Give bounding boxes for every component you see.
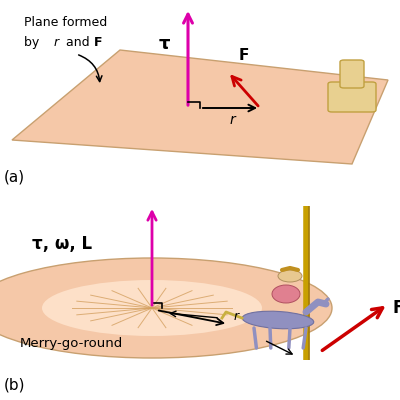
Text: Plane formed: Plane formed: [24, 16, 107, 29]
Text: τ: τ: [158, 35, 170, 53]
Text: F: F: [392, 299, 400, 317]
Text: by: by: [24, 36, 43, 49]
Text: and: and: [62, 36, 94, 49]
Text: r: r: [234, 310, 239, 323]
Text: (b): (b): [4, 377, 26, 392]
Text: Merry-go-round: Merry-go-round: [20, 338, 123, 350]
Text: (a): (a): [4, 169, 25, 184]
Circle shape: [278, 270, 302, 282]
FancyBboxPatch shape: [328, 82, 376, 112]
Ellipse shape: [272, 285, 300, 303]
Ellipse shape: [242, 311, 314, 329]
Ellipse shape: [0, 258, 332, 358]
Text: F: F: [239, 48, 249, 64]
Text: r: r: [229, 113, 235, 127]
Ellipse shape: [42, 280, 262, 336]
FancyBboxPatch shape: [340, 60, 364, 88]
Text: F: F: [94, 36, 102, 49]
Text: τ, ω, L: τ, ω, L: [32, 235, 92, 253]
Text: r: r: [54, 36, 59, 49]
Polygon shape: [12, 50, 388, 164]
